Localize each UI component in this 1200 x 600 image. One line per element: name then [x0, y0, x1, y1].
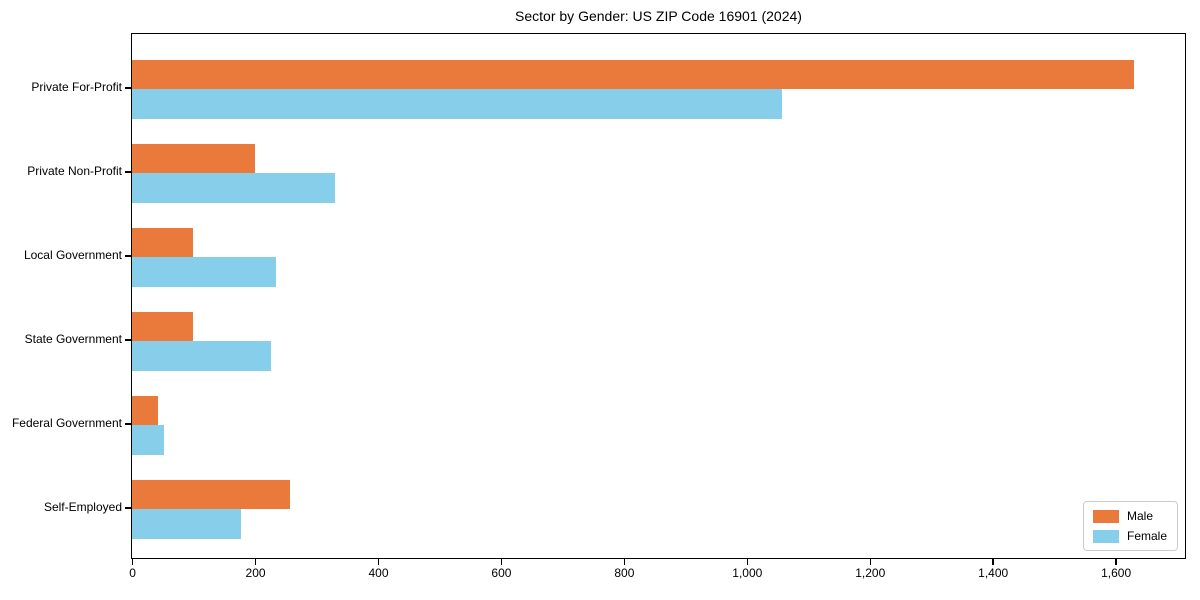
x-tick-label-800: 800 [614, 566, 635, 580]
bar-male-private-non-profit [132, 143, 255, 173]
bar-female-local-government [132, 257, 277, 287]
bar-male-state-government [132, 311, 194, 341]
y-tick-mark [125, 87, 131, 89]
x-tick-mark [746, 558, 748, 565]
chart-title: Sector by Gender: US ZIP Code 16901 (202… [515, 8, 802, 24]
legend-label-male: Male [1126, 509, 1153, 523]
y-tick-label-federal-government: Federal Government [11, 416, 122, 430]
legend-entry-female: Female [1092, 529, 1167, 543]
y-tick-mark [125, 423, 131, 425]
legend-entry-male: Male [1092, 509, 1167, 523]
plot-area: Male Female [131, 33, 1186, 559]
legend-label-female: Female [1126, 529, 1167, 543]
bar-female-self-employed [132, 509, 241, 539]
x-tick-mark [131, 558, 134, 565]
y-tick-label-state-government: State Government [24, 332, 122, 346]
x-tick-mark [377, 558, 380, 565]
y-tick-label-private-non-profit: Private Non-Profit [27, 164, 122, 178]
x-tick-label-400: 400 [368, 566, 389, 580]
x-tick-label-1000: 1,000 [732, 566, 763, 580]
x-tick-mark [869, 558, 871, 565]
legend-swatch-male [1092, 509, 1119, 523]
y-tick-label-local-government: Local Government [23, 248, 122, 262]
y-tick-label-private-for-profit: Private For-Profit [31, 80, 122, 94]
y-tick-mark [125, 507, 131, 509]
x-tick-mark [500, 558, 503, 565]
x-tick-label-1200: 1,200 [855, 566, 886, 580]
x-tick-mark [623, 558, 626, 565]
bar-female-federal-government [132, 425, 164, 455]
y-tick-mark [125, 339, 131, 341]
x-tick-mark [992, 558, 994, 565]
bar-male-self-employed [132, 479, 290, 509]
x-tick-mark [1115, 558, 1117, 565]
bar-female-state-government [132, 341, 271, 371]
x-tick-label-600: 600 [491, 566, 512, 580]
legend-swatch-female [1092, 529, 1119, 543]
y-tick-mark [125, 171, 131, 173]
x-tick-label-0: 0 [129, 566, 136, 580]
x-tick-label-1600: 1,600 [1101, 566, 1132, 580]
bar-female-private-for-profit [132, 89, 782, 119]
x-tick-mark [254, 558, 257, 565]
x-tick-label-200: 200 [245, 566, 266, 580]
y-tick-label-self-employed: Self-Employed [43, 500, 122, 514]
bar-male-federal-government [132, 395, 158, 425]
bar-male-private-for-profit [132, 59, 1134, 89]
bar-female-private-non-profit [132, 173, 335, 203]
bar-male-local-government [132, 227, 194, 257]
x-tick-label-1400: 1,400 [978, 566, 1009, 580]
legend: Male Female [1082, 501, 1178, 551]
y-tick-mark [125, 255, 131, 257]
